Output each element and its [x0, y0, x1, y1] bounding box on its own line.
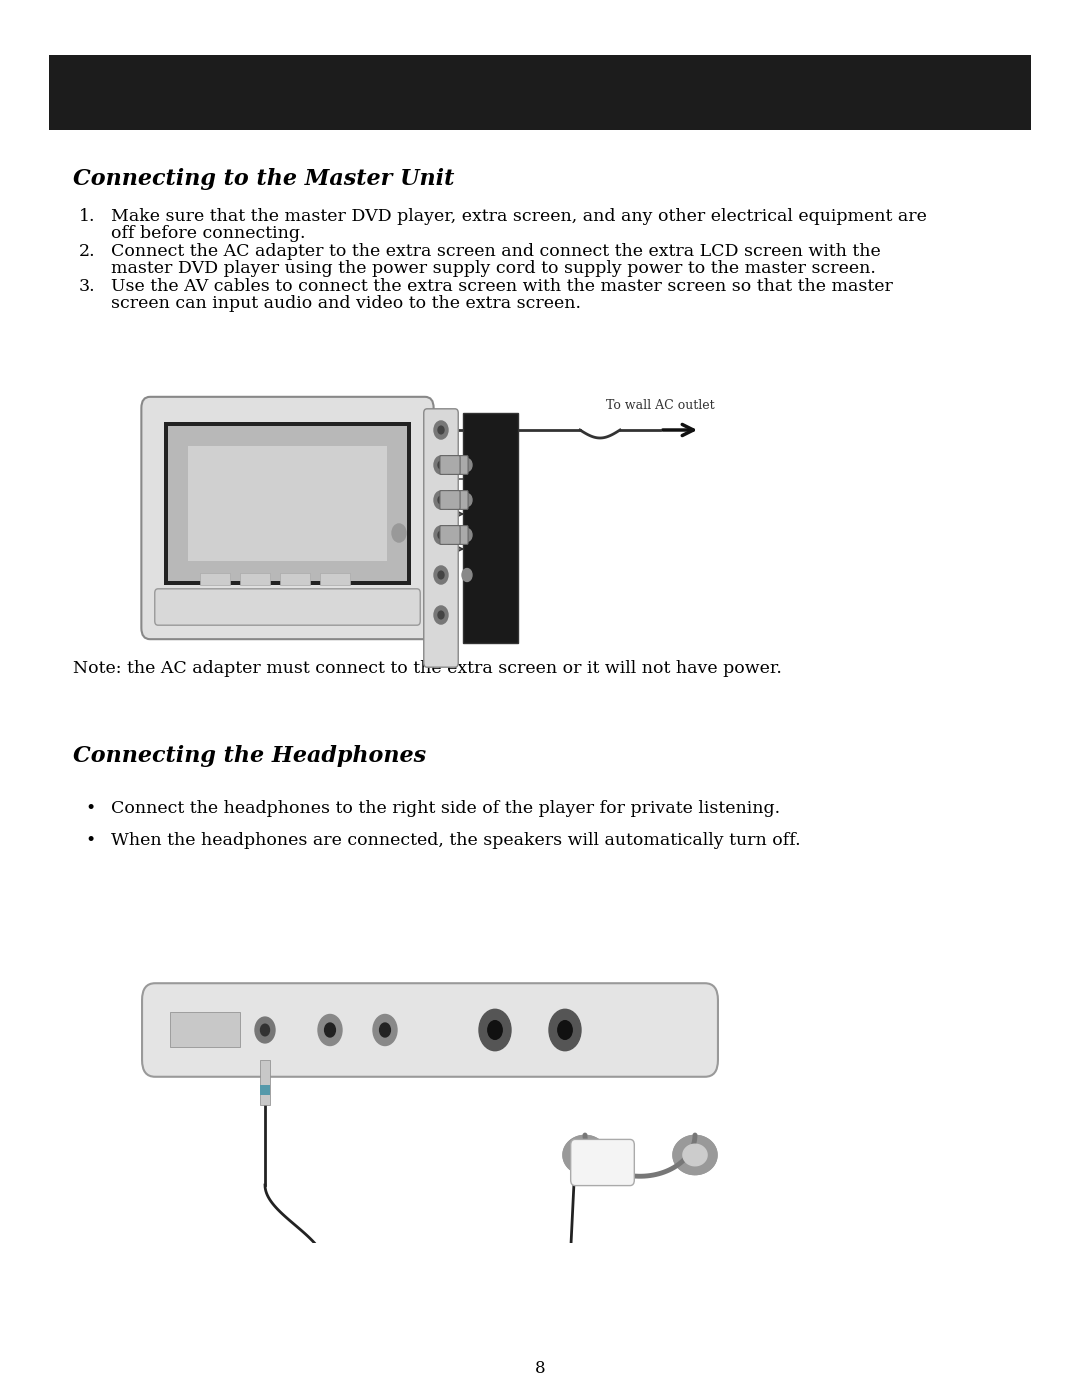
Text: Connect the AC adapter to the extra screen and connect the extra LCD screen with: Connect the AC adapter to the extra scre…	[111, 243, 881, 260]
Text: •: •	[85, 833, 96, 849]
Text: System Connections: System Connections	[335, 75, 745, 110]
Polygon shape	[673, 1136, 717, 1175]
Text: Connecting to the Master Unit: Connecting to the Master Unit	[73, 168, 455, 190]
Text: Use the AV cables to connect the extra screen with the master screen so that the: Use the AV cables to connect the extra s…	[111, 278, 893, 295]
Polygon shape	[563, 1136, 607, 1175]
Text: Portable DVD: Portable DVD	[485, 496, 495, 560]
Text: OUT — DC 9.5V — IN: OUT — DC 9.5V — IN	[545, 999, 625, 1009]
Text: ► VOLUME: ► VOLUME	[168, 1002, 208, 1010]
Text: 3.: 3.	[79, 278, 95, 295]
Text: Note: the AC adapter must connect to the extra screen or it will not have power.: Note: the AC adapter must connect to the…	[73, 659, 782, 678]
Text: •: •	[85, 800, 96, 817]
Text: screen can input audio and video to the extra screen.: screen can input audio and video to the …	[111, 295, 581, 312]
Text: 2.: 2.	[79, 243, 95, 260]
Text: When the headphones are connected, the speakers will automatically turn off.: When the headphones are connected, the s…	[111, 833, 801, 849]
Text: To wall AC outlet: To wall AC outlet	[606, 400, 714, 412]
Text: AUDIO — IN — VIDEO: AUDIO — IN — VIDEO	[364, 999, 446, 1009]
Text: 1.: 1.	[79, 208, 95, 225]
Polygon shape	[563, 1136, 607, 1175]
Text: Connecting the Headphones: Connecting the Headphones	[73, 745, 427, 767]
Polygon shape	[683, 1144, 707, 1165]
Text: off before connecting.: off before connecting.	[111, 225, 306, 242]
Text: 8: 8	[535, 1361, 545, 1377]
Text: master DVD player using the power supply cord to supply power to the master scre: master DVD player using the power supply…	[111, 260, 876, 277]
Polygon shape	[673, 1136, 717, 1175]
Text: LCD: LCD	[259, 490, 314, 515]
Text: Make sure that the master DVD player, extra screen, and any other electrical equ: Make sure that the master DVD player, ex…	[111, 208, 928, 225]
Text: Connect the headphones to the right side of the player for private listening.: Connect the headphones to the right side…	[111, 800, 781, 817]
Polygon shape	[572, 1144, 597, 1165]
